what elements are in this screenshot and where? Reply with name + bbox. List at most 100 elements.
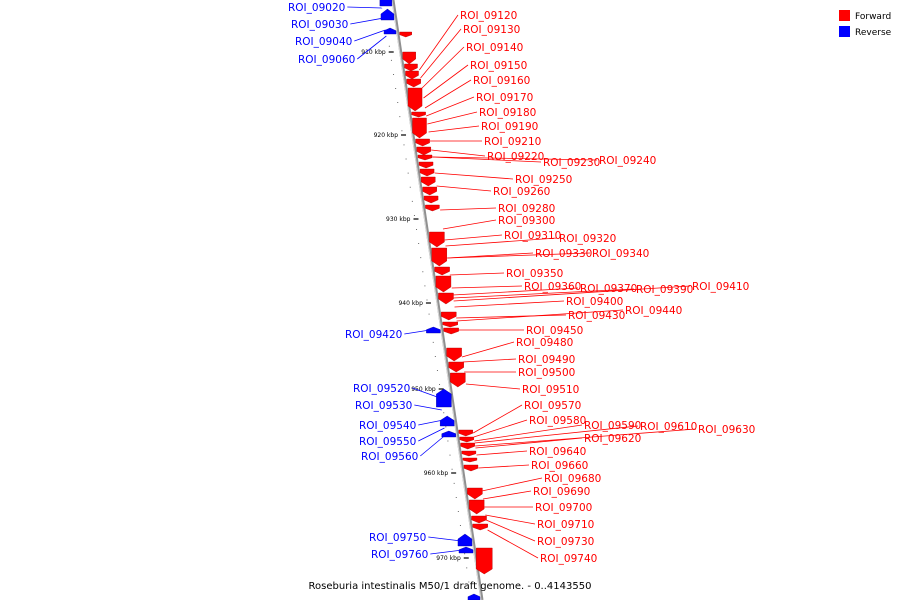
gene-label: ROI_09640 (529, 446, 586, 458)
gene-label: ROI_09750 (369, 532, 426, 544)
scale-tick-label: 940 kbp (398, 300, 423, 307)
scale-tick-label: 970 kbp (436, 555, 461, 562)
gene-label: ROI_09480 (516, 337, 573, 349)
forward-gene-arrow (411, 111, 426, 118)
gene-label: ROI_09520 (353, 383, 410, 395)
legend-forward-label: Forward (855, 12, 891, 22)
gene-label: ROI_09160 (473, 75, 530, 87)
reverse-gene-arrow (383, 27, 397, 35)
forward-gene-arrow (468, 499, 485, 515)
label-leader-line (347, 6, 383, 9)
forward-gene-arrow (417, 154, 433, 161)
label-leader-line (357, 35, 387, 60)
gene-label: ROI_09060 (298, 54, 355, 66)
label-leader-line (461, 341, 515, 358)
label-leader-line (473, 419, 528, 438)
label-leader-line (412, 387, 441, 399)
gene-label: ROI_09360 (524, 281, 581, 293)
label-leader-line (487, 529, 539, 559)
gene-label: ROI_09490 (518, 354, 575, 366)
forward-gene-arrow (429, 231, 445, 248)
label-leader-line (428, 125, 480, 133)
gene-label: ROI_09250 (515, 174, 572, 186)
forward-gene-arrow (448, 361, 464, 373)
forward-gene-arrow (407, 87, 423, 112)
label-leader-line (434, 172, 514, 180)
backbone-line (391, 0, 484, 600)
label-leader-line (474, 424, 583, 442)
forward-gene-arrow (402, 51, 416, 65)
gene-label: ROI_09610 (640, 421, 697, 433)
label-leader-line (478, 464, 530, 469)
gene-label: ROI_09580 (529, 415, 586, 427)
gene-label: ROI_09040 (295, 36, 352, 48)
label-leader-line (451, 285, 523, 289)
label-leader-line (418, 419, 444, 426)
gene-label: ROI_09430 (568, 310, 625, 322)
forward-gene-arrow (435, 275, 452, 293)
label-leader-line (421, 46, 465, 89)
scale-tick-label: 930 kbp (386, 216, 411, 223)
gene-label: ROI_09590 (584, 420, 641, 432)
forward-gene-arrow (459, 436, 475, 443)
genome-backbone (391, 0, 484, 600)
legend-reverse-swatch (839, 26, 850, 37)
label-leader-line (444, 234, 503, 241)
forward-gene-arrow (412, 117, 427, 139)
forward-gene-arrow (405, 70, 419, 80)
gene-label: ROI_09300 (498, 215, 555, 227)
forward-gene-arrow (476, 547, 493, 575)
gene-label: ROI_09740 (540, 553, 597, 565)
forward-gene-arrow (458, 429, 473, 437)
label-leader-line (442, 219, 497, 230)
gene-label: ROI_09570 (524, 400, 581, 412)
label-leader-line (482, 490, 532, 500)
gene-label: ROI_09220 (487, 151, 544, 163)
label-leader-line (447, 252, 591, 259)
gene-label: ROI_09140 (466, 42, 523, 54)
label-leader-line (445, 237, 558, 247)
gene-label: ROI_09420 (345, 329, 402, 341)
scale-tick-label: 960 kbp (424, 470, 449, 477)
gene-label: ROI_09320 (559, 233, 616, 245)
gene-label: ROI_09330 (535, 248, 592, 260)
label-leader-line (454, 300, 565, 308)
reverse-gene-arrow (458, 546, 474, 554)
gene-label: ROI_09120 (460, 10, 517, 22)
reverse-gene-arrow (426, 326, 441, 334)
map-title: Roseburia intestinalis M50/1 draft genom… (309, 581, 592, 592)
reverse-gene-arrow (380, 8, 395, 21)
forward-gene-arrow (460, 442, 475, 450)
forward-gene-arrow (422, 186, 437, 196)
gene-arrows (379, 0, 493, 600)
gene-label: ROI_09260 (493, 186, 550, 198)
gene-label: ROI_09020 (288, 2, 345, 14)
label-leader-line (456, 314, 567, 319)
gene-label: ROI_09730 (537, 536, 594, 548)
gene-label: ROI_09350 (506, 268, 563, 280)
reverse-gene-arrow (379, 0, 393, 7)
gene-label: ROI_09760 (371, 549, 428, 561)
forward-gene-arrow (472, 523, 488, 531)
gene-label: ROI_09450 (526, 325, 583, 337)
forward-gene-arrow (415, 138, 430, 147)
gene-label: ROI_09680 (544, 473, 601, 485)
forward-gene-arrow (443, 327, 459, 335)
label-leader-line (432, 156, 542, 163)
label-leader-line (475, 428, 697, 447)
label-leader-line (436, 185, 492, 192)
legend-reverse-label: Reverse (855, 28, 892, 38)
backbone-highlight (391, 0, 482, 600)
label-leader-line (414, 404, 442, 411)
forward-gene-arrow (461, 450, 477, 457)
forward-gene-arrow (419, 168, 435, 177)
gene-label: ROI_09150 (470, 60, 527, 72)
label-leader-line (456, 309, 624, 322)
label-leader-line (423, 64, 469, 99)
reverse-gene-arrow (467, 593, 481, 600)
gene-label: ROI_09130 (463, 24, 520, 36)
gene-label: ROI_09560 (361, 451, 418, 463)
label-leader-line (427, 111, 478, 125)
gene-label: ROI_09500 (518, 367, 575, 379)
